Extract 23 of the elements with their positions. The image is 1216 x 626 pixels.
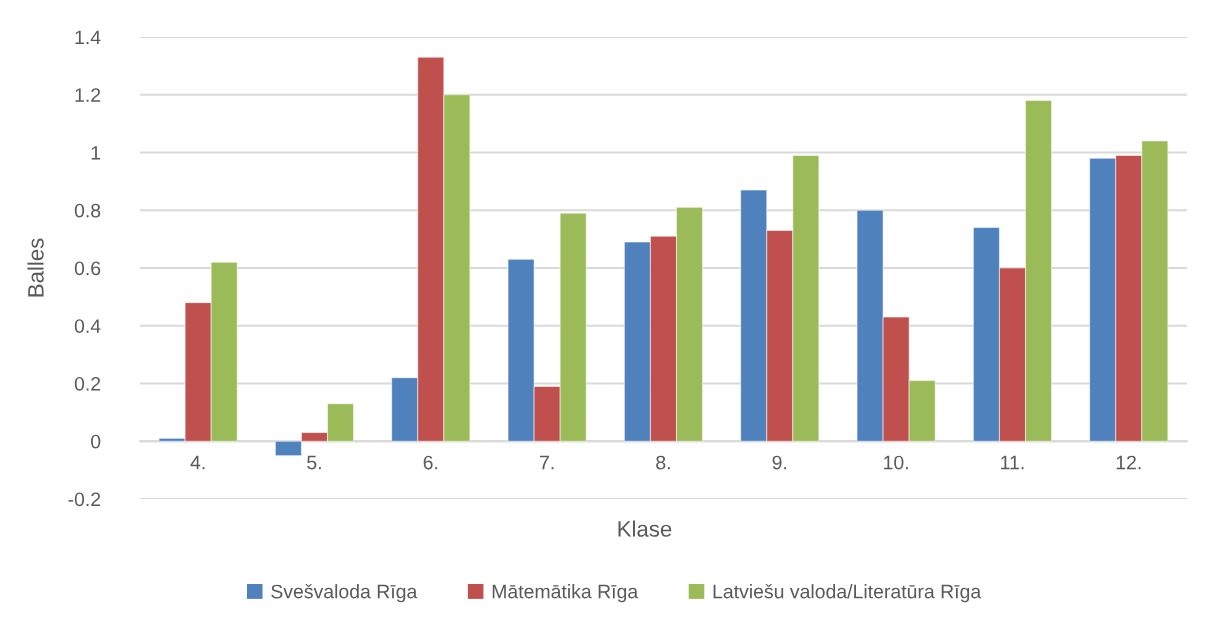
x-tick-label: 7. (540, 455, 554, 470)
y-tick-label: 1 (91, 146, 101, 160)
x-tick-label: 4. (190, 455, 205, 470)
x-tick-label: 9. (772, 455, 787, 470)
legend-label: Latviešu valoda/Literatūra Rīga (713, 584, 982, 603)
y-tick-label: 0.6 (74, 261, 101, 276)
x-tick-label: 6. (423, 455, 438, 470)
x-tick-label: 11. (1001, 455, 1024, 470)
y-tick-label: -0.2 (68, 492, 101, 507)
y-axis-title: Balles (27, 238, 44, 297)
x-axis-title: Klase (618, 520, 672, 537)
x-tick-label: 5. (307, 455, 321, 470)
y-tick-label: 0.2 (74, 376, 101, 391)
legend-label: Mātemātika Rīga (492, 584, 639, 603)
y-tick-label: 0.8 (74, 203, 101, 218)
y-tick-label: 0 (91, 434, 101, 449)
x-tick-label: 10. (884, 455, 908, 470)
legend-label: Svešvaloda Rīga (271, 584, 418, 603)
y-tick-label: 1.4 (75, 30, 101, 45)
x-tick-label: 12. (1116, 455, 1141, 470)
y-tick-label: 1.2 (75, 88, 101, 102)
y-tick-label: 0.4 (74, 319, 101, 333)
x-tick-label: 8. (656, 455, 670, 470)
